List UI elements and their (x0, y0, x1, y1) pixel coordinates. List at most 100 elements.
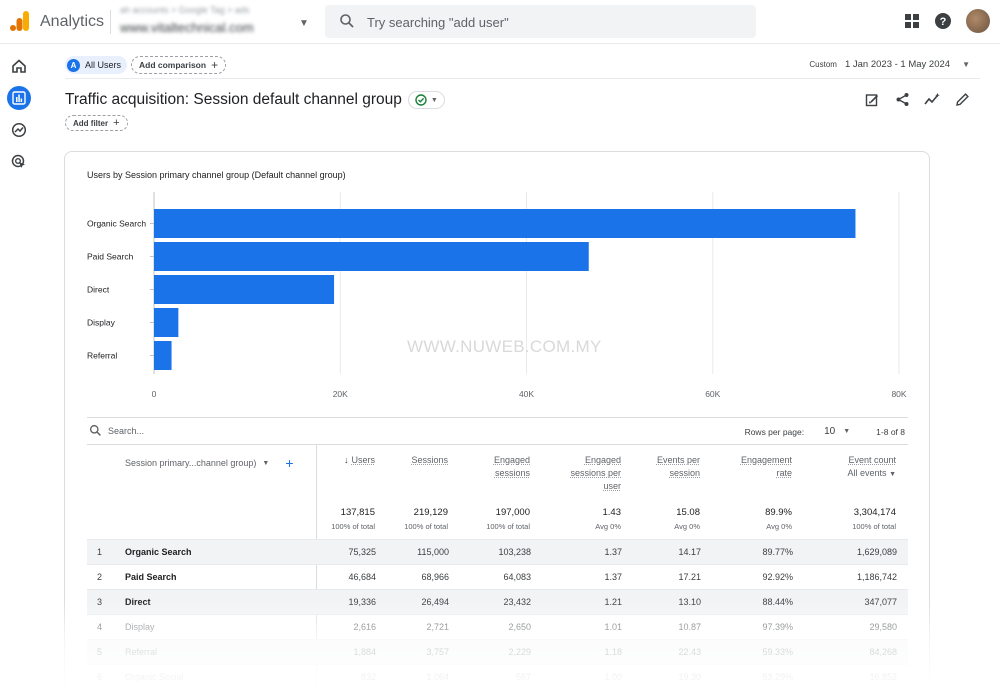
customize-report-icon[interactable] (862, 90, 882, 108)
bar (154, 242, 589, 271)
divider (65, 78, 980, 79)
column-header-event_count[interactable]: Event count All events ▼ (848, 454, 896, 481)
table-search[interactable] (89, 424, 248, 437)
channel-name[interactable]: Paid Search (125, 572, 177, 582)
cell-eng_per_user: 1.37 (604, 572, 622, 582)
cell-engaged: 64,083 (503, 572, 531, 582)
total-pct-events_per: Avg 0% (674, 522, 700, 531)
property-name: www.vitaltechnical.com (120, 20, 254, 35)
search-icon (340, 14, 354, 28)
left-rail (0, 44, 38, 691)
cell-eng_per_user: 1.37 (604, 547, 622, 557)
chart-title: Users by Session primary channel group (… (87, 170, 346, 180)
cell-sessions: 68,966 (421, 572, 449, 582)
explore-icon[interactable] (7, 118, 31, 142)
divider (87, 417, 908, 418)
cell-users: 46,684 (348, 572, 376, 582)
cell-events_per: 17.21 (678, 572, 701, 582)
x-tick-label: 60K (705, 389, 720, 399)
total-engaged: 197,000 (495, 507, 530, 518)
column-header-sessions[interactable]: Sessions (411, 454, 448, 467)
reports-icon[interactable] (7, 86, 31, 110)
plus-icon: + (113, 117, 120, 129)
column-separator (316, 444, 317, 691)
x-tick-label: 40K (519, 389, 534, 399)
title-status-chip[interactable]: ▼ (407, 91, 445, 109)
insights-icon[interactable] (922, 90, 942, 108)
add-comparison-label: Add comparison (139, 60, 207, 70)
account-selector[interactable]: ah accounts > Google Tag > ads www.vital… (120, 5, 254, 35)
add-comparison-button[interactable]: Add comparison + (131, 56, 227, 74)
column-header-eng_rate[interactable]: Engagement rate (741, 454, 792, 480)
add-filter-button[interactable]: Add filter + (65, 115, 128, 131)
rows-per-page-select[interactable]: 10 (824, 426, 836, 437)
table-row[interactable]: 2 Paid Search 46,684 68,966 64,083 1.37 17.21 9… (87, 564, 908, 589)
cell-users: 75,325 (348, 547, 376, 557)
comparison-bar: A All Users Add comparison + Custom 1 Ja… (65, 56, 980, 78)
page-range: 1-8 of 8 (876, 426, 905, 437)
column-header-line2: rate (776, 468, 792, 478)
cell-events_per: 14.17 (678, 547, 701, 557)
bar-chart: 0 20K 40K 60K 80K Organic Search Paid Search Di… (87, 192, 907, 399)
svg-text:?: ? (940, 16, 947, 28)
share-icon[interactable] (892, 90, 912, 108)
date-range-picker[interactable]: Custom 1 Jan 2023 - 1 May 2024 ▼ (809, 59, 970, 70)
top-bar: Analytics ah accounts > Google Tag > ads… (0, 0, 1000, 44)
total-sessions: 219,129 (413, 507, 448, 518)
segment-chip[interactable]: A All Users (65, 56, 128, 74)
plus-icon: + (211, 58, 219, 72)
y-tick-label: Organic Search (87, 219, 146, 229)
page-title: Traffic acquisition: Session default cha… (65, 91, 445, 109)
column-header-users[interactable]: ↓ Users (344, 454, 375, 467)
column-header-line1: Engaged (584, 455, 621, 465)
column-header-line1: Users (351, 455, 375, 465)
y-tick-label: Display (87, 318, 116, 328)
column-header-line2: sessions (494, 468, 530, 478)
table-row[interactable]: 1 Organic Search 75,325 115,000 103,238 1.37 1… (87, 539, 908, 564)
table-search-input[interactable] (108, 425, 248, 436)
add-dimension-icon[interactable]: + (285, 455, 294, 471)
cell-eng_rate: 92.92% (762, 572, 793, 582)
dimension-header-label: Session primary...channel group) (125, 458, 257, 468)
y-tick-label: Paid Search (87, 252, 134, 262)
advertising-icon[interactable] (7, 150, 31, 174)
chevron-down-icon[interactable]: ▼ (843, 428, 851, 435)
report-actions (862, 90, 972, 108)
column-header-events_per[interactable]: Events per session (657, 454, 700, 480)
dimension-header[interactable]: Session primary...channel group) ▼ + (125, 456, 294, 470)
channel-name[interactable]: Organic Search (125, 547, 192, 557)
search-input[interactable] (367, 13, 727, 31)
rows-per-page-label: Rows per page: (744, 426, 805, 437)
x-tick-label: 80K (891, 389, 906, 399)
apps-grid-icon[interactable] (904, 13, 920, 29)
chevron-down-icon: ▼ (430, 96, 438, 104)
watermark: WWW.NUWEB.COM.MY (407, 337, 602, 356)
column-header-eng_per_user[interactable]: Engaged sessions per user (570, 454, 621, 493)
total-pct-event_count: 100% of total (852, 522, 896, 531)
chevron-down-icon[interactable]: ▼ (299, 18, 309, 29)
bar (154, 209, 856, 238)
cell-event_count: 1,186,742 (856, 572, 897, 582)
app-title: Analytics (40, 13, 105, 30)
column-header-line1: Engaged (493, 455, 530, 465)
help-icon[interactable]: ? (934, 12, 952, 30)
cell-sessions: 115,000 (417, 547, 449, 557)
column-header-line1: Event count (848, 455, 896, 465)
total-eng_rate: 89.9% (765, 507, 792, 518)
analytics-logo[interactable] (10, 10, 30, 32)
bottom-fade (0, 600, 1000, 691)
edit-icon[interactable] (952, 90, 972, 108)
chevron-down-icon: ▼ (889, 471, 896, 478)
segment-badge: A (67, 58, 80, 72)
cell-engaged: 103,238 (498, 547, 531, 557)
avatar[interactable] (966, 9, 990, 33)
row-index: 2 (97, 572, 103, 582)
cell-eng_rate: 89.77% (762, 547, 793, 557)
search-bar[interactable] (325, 5, 756, 38)
home-icon[interactable] (7, 54, 31, 78)
total-pct-eng_per_user: Avg 0% (595, 522, 621, 531)
column-header-line1: Sessions (411, 455, 448, 465)
column-header-line2: All events ▼ (847, 468, 896, 478)
pagination: Rows per page: 10 ▼ 1-8 of 8 (745, 426, 905, 437)
column-header-engaged[interactable]: Engaged sessions (494, 454, 530, 480)
